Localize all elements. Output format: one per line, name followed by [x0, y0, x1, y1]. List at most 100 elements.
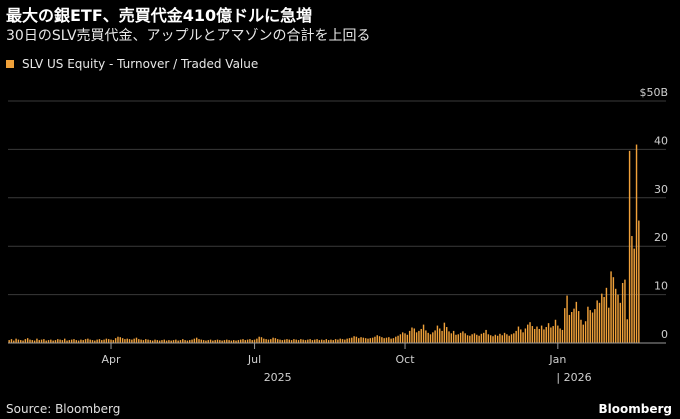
bar	[392, 338, 395, 343]
bar	[552, 326, 554, 343]
bar	[573, 308, 575, 343]
bar	[121, 338, 124, 343]
bar	[570, 312, 573, 343]
bar	[320, 339, 323, 343]
bar	[425, 330, 427, 343]
bar	[219, 340, 221, 343]
bar	[422, 324, 425, 343]
bar	[133, 338, 135, 343]
bar	[195, 337, 198, 343]
bar	[473, 333, 476, 343]
bar	[57, 339, 59, 343]
bar	[631, 236, 633, 343]
bar	[353, 336, 355, 343]
bar	[527, 324, 529, 343]
bar	[617, 294, 619, 343]
bar	[242, 339, 244, 343]
bar	[566, 295, 568, 343]
bar	[82, 340, 84, 343]
y-tick-label: 20	[654, 231, 668, 244]
source-note: Source: Bloomberg	[6, 402, 121, 416]
bar	[54, 340, 57, 343]
bar	[281, 340, 284, 343]
bar	[10, 339, 13, 343]
bar	[316, 339, 318, 343]
bar	[457, 334, 459, 343]
bar	[499, 333, 501, 343]
bar	[314, 339, 316, 343]
bar	[126, 338, 128, 343]
bar	[8, 340, 10, 343]
bar	[413, 328, 416, 343]
bar	[564, 308, 566, 343]
bar	[621, 282, 624, 343]
bar	[582, 324, 584, 343]
bar	[189, 340, 191, 343]
bar	[191, 339, 193, 343]
bar	[524, 328, 527, 343]
bar	[226, 339, 228, 343]
bar	[577, 311, 580, 343]
bar	[151, 340, 154, 343]
x-year-label: | 2026	[556, 371, 591, 384]
bar	[443, 322, 446, 343]
bar	[61, 340, 64, 343]
bar	[52, 340, 54, 343]
bar	[337, 339, 339, 343]
bar	[364, 338, 367, 343]
bar	[448, 331, 450, 343]
bar	[302, 339, 304, 343]
bar	[594, 309, 596, 343]
bar	[228, 340, 230, 343]
bar	[626, 319, 628, 343]
bar	[441, 330, 443, 343]
bar	[297, 340, 300, 343]
bar	[411, 327, 413, 343]
bar	[633, 248, 635, 343]
bar	[244, 340, 247, 343]
y-tick-label: 0	[661, 328, 668, 341]
bar	[557, 325, 559, 343]
bar	[476, 334, 478, 343]
bar	[362, 337, 365, 343]
bar	[487, 334, 490, 343]
legend-swatch-icon	[6, 60, 14, 68]
bar	[43, 339, 45, 343]
bar	[237, 340, 240, 343]
bar	[334, 339, 337, 343]
bar	[249, 339, 251, 343]
bar	[358, 338, 360, 343]
bar	[547, 323, 550, 343]
bar	[107, 339, 110, 343]
bar	[506, 334, 508, 343]
bar	[550, 327, 552, 343]
bar	[543, 329, 545, 343]
bar	[464, 333, 466, 343]
bar	[554, 319, 557, 343]
x-tick-label: Oct	[396, 353, 416, 366]
bar	[260, 337, 263, 343]
bar	[568, 314, 571, 343]
bar	[101, 340, 103, 343]
bar	[520, 329, 522, 343]
bar	[212, 340, 214, 343]
bar	[216, 339, 219, 343]
bar	[330, 339, 332, 343]
bar	[128, 339, 131, 343]
bar	[77, 340, 80, 343]
bar	[163, 339, 165, 343]
bar	[22, 340, 24, 343]
bar	[533, 328, 536, 343]
bar	[230, 340, 233, 343]
bar	[300, 339, 302, 343]
bar	[545, 327, 547, 343]
bar	[508, 335, 510, 343]
chart-legend: SLV US Equity - Turnover / Traded Value	[6, 57, 258, 71]
bar	[605, 287, 608, 343]
bar	[110, 339, 112, 343]
bar	[469, 335, 471, 343]
y-tick-label: 10	[654, 280, 668, 293]
bar	[26, 338, 29, 343]
bar	[471, 334, 473, 343]
bar	[462, 331, 464, 343]
